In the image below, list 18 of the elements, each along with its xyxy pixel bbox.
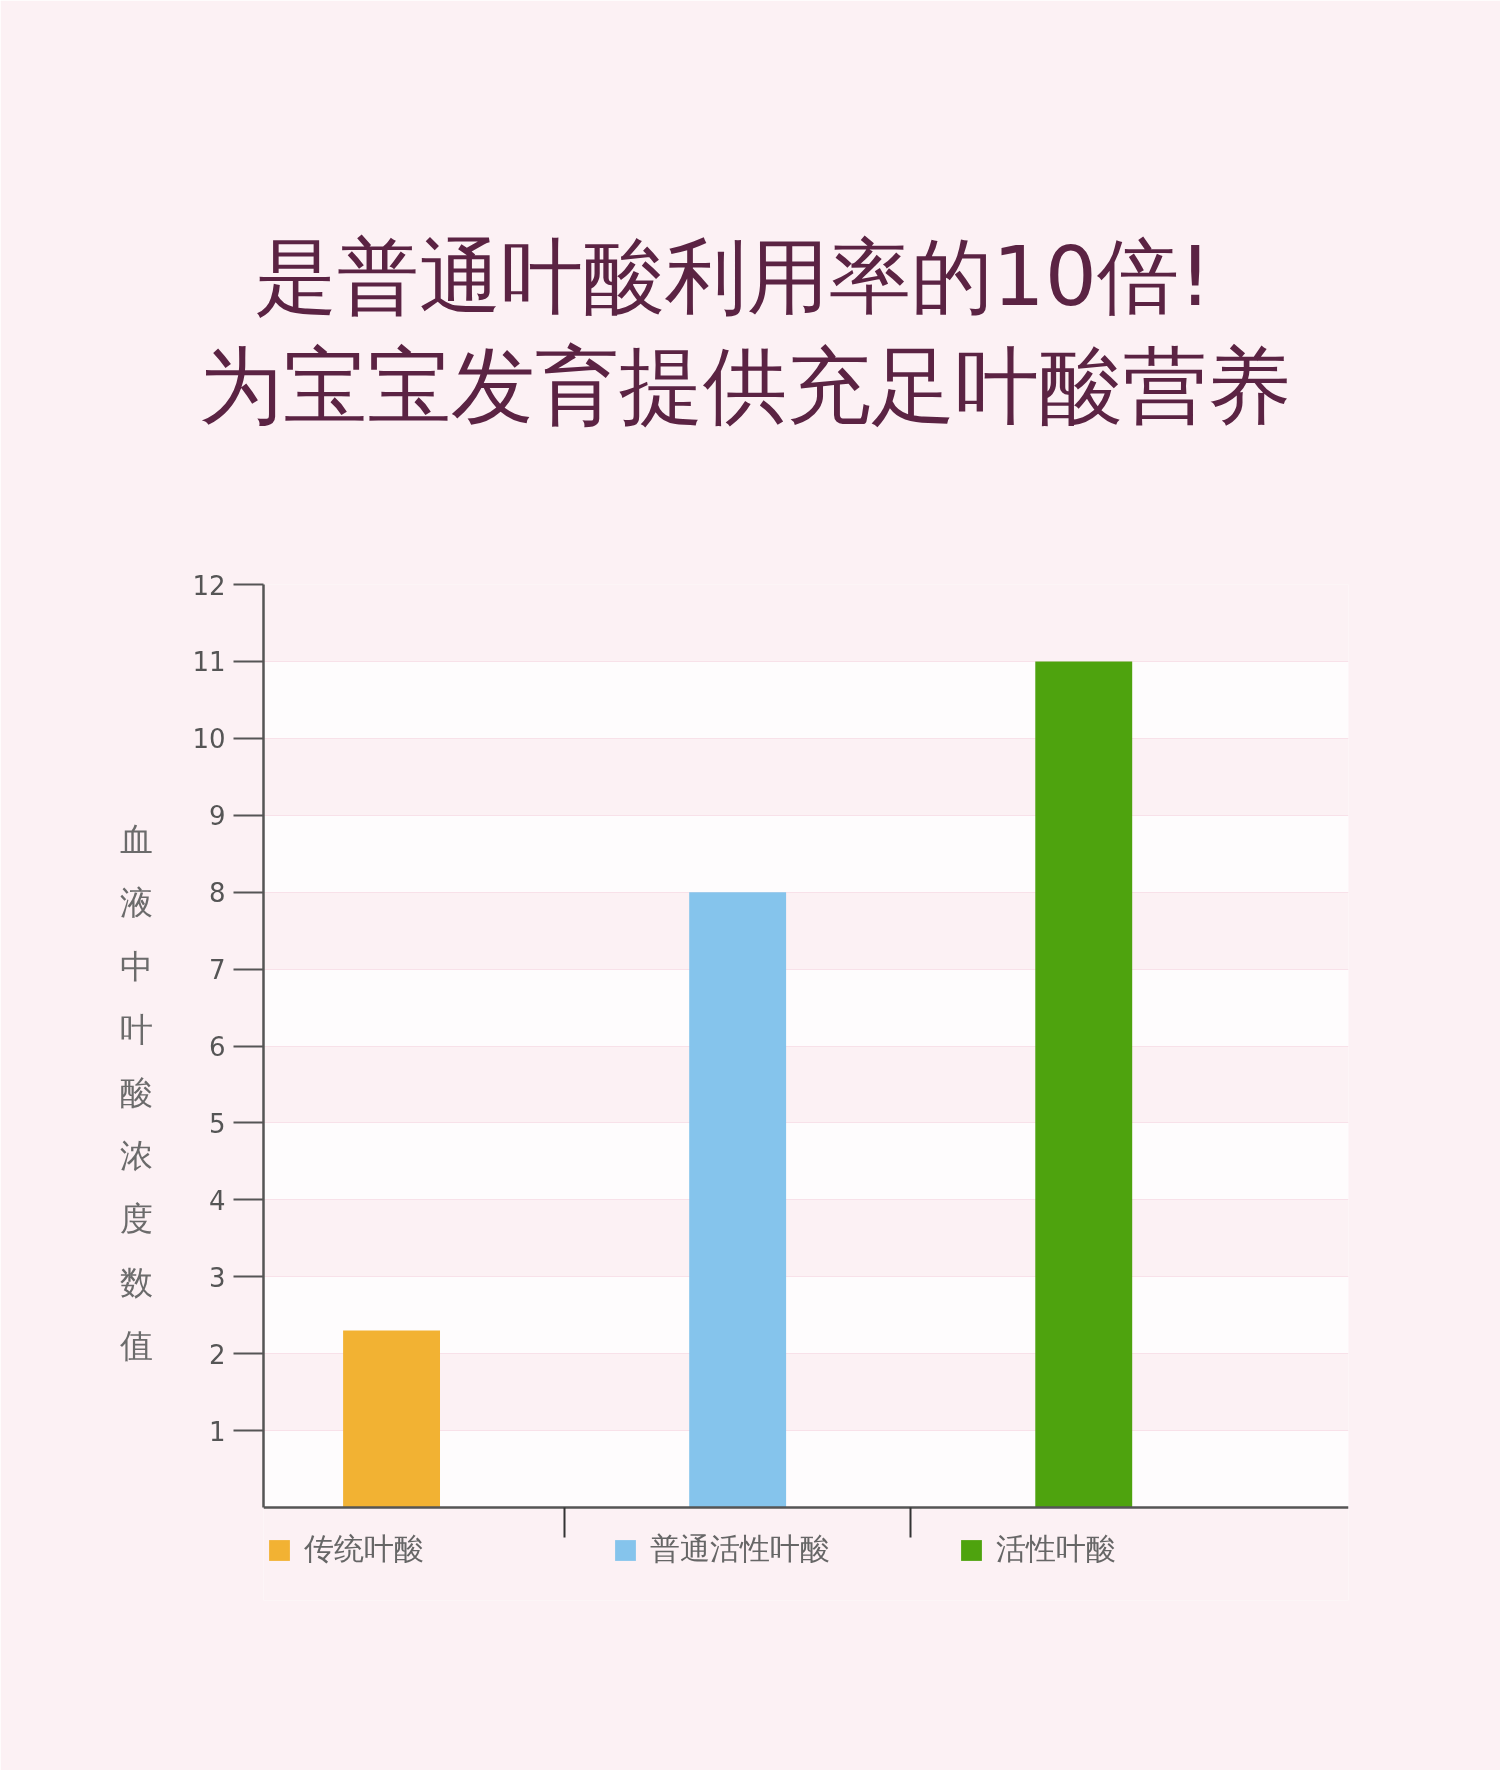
y-tick-label: 2: [208, 1339, 226, 1370]
legend-label: 普通活性叶酸: [650, 1530, 831, 1568]
y-tick-label: 10: [192, 724, 226, 755]
text: 血液中叶酸浓度数值: [120, 820, 154, 1365]
chart-title: 是普通叶酸利用率的10倍!: [254, 228, 1212, 324]
y-tick-label: 8: [208, 878, 226, 909]
y-tick-label: 12: [192, 570, 226, 601]
y-tick-label: 7: [208, 955, 226, 986]
y-tick-label: 1: [208, 1416, 226, 1447]
chart-subtitle: 为宝宝发育提供充足叶酸营养: [198, 336, 1291, 435]
legend-label: 活性叶酸: [996, 1530, 1117, 1568]
y-tick-label: 4: [208, 1185, 226, 1216]
y-tick-label: 9: [208, 801, 226, 832]
y-tick-label: 5: [208, 1108, 226, 1139]
y-tick-label: 11: [192, 647, 226, 678]
y-tick-label: 6: [208, 1032, 226, 1062]
legend-label: 传统叶酸: [304, 1530, 425, 1568]
y-tick-label: 3: [208, 1262, 226, 1293]
